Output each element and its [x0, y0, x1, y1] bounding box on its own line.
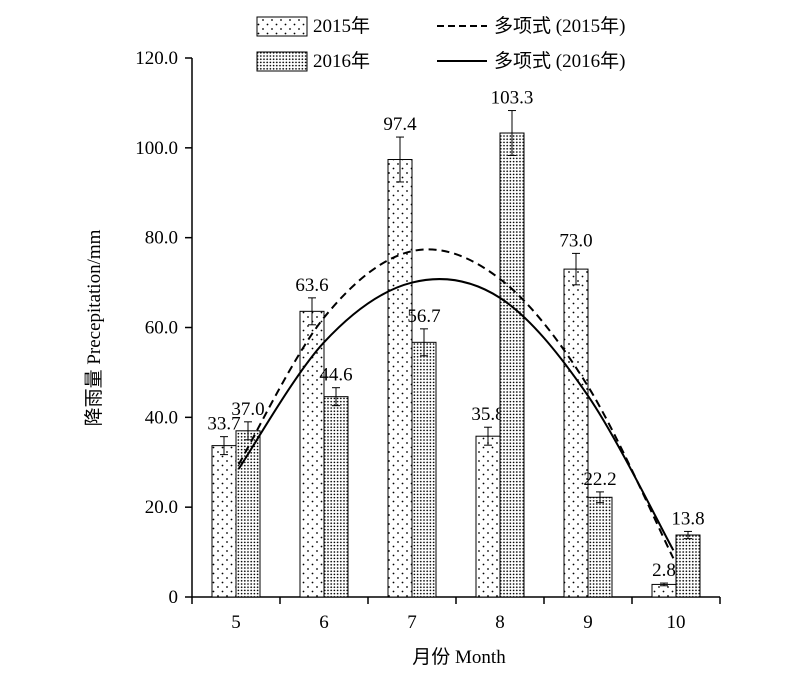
legend-label-2015: 2015年: [313, 15, 370, 37]
bar-2016: [499, 132, 525, 598]
data-label: 37.0: [231, 399, 264, 420]
legend-label-trend-2016: 多项式 (2016年): [494, 50, 625, 72]
y-tick-label: 80.0: [145, 228, 178, 249]
bar-2015: [563, 268, 589, 598]
x-tick-label: 7: [407, 612, 417, 633]
y-tick-label: 100.0: [135, 138, 178, 159]
data-label: 63.6: [295, 275, 328, 296]
data-label: 103.3: [491, 88, 534, 109]
bar-2015: [387, 159, 413, 598]
x-tick-label: 6: [319, 612, 329, 633]
bar-2016: [411, 341, 437, 598]
legend-item-trend-2016: 多项式 (2016年): [437, 50, 625, 72]
trendline-2015: [237, 248, 675, 559]
bar-2016: [675, 534, 701, 598]
data-label: 22.2: [583, 469, 616, 490]
bar-2016: [235, 430, 261, 598]
trendline-2016: [237, 278, 675, 551]
data-label: 13.8: [671, 508, 704, 529]
legend: 2015年 2016年 多项式 (2015年) 多项式 (2016年): [256, 15, 625, 72]
x-tick-label: 8: [495, 612, 505, 633]
data-label: 97.4: [383, 114, 417, 135]
data-label: 73.0: [559, 230, 592, 251]
data-label: 35.8: [471, 404, 504, 425]
plot-area: 0 20.0 40.0 60.0 80.0 100.0 120.0 5 6 7 8 9 10 33.7 63…: [135, 48, 721, 633]
x-tick-label: 9: [583, 612, 593, 633]
legend-item-trend-2015: 多项式 (2015年): [437, 15, 625, 37]
y-axis-label: 降雨量 Precepitation/mm: [83, 229, 105, 426]
y-tick-label: 120.0: [135, 48, 178, 69]
legend-item-2015: 2015年: [256, 15, 370, 37]
legend-swatch-2016: [256, 51, 308, 72]
data-label: 56.7: [407, 306, 440, 327]
data-label: 2.8: [652, 560, 676, 581]
legend-item-2016: 2016年: [256, 50, 370, 72]
bar-2016: [323, 396, 349, 598]
legend-swatch-2015: [256, 16, 308, 37]
x-tick-label: 5: [231, 612, 241, 633]
y-tick-label: 40.0: [145, 407, 178, 428]
y-tick-label: 60.0: [145, 318, 178, 339]
bar-2015: [651, 583, 677, 598]
y-tick-label: 20.0: [145, 497, 178, 518]
bar-2016: [587, 496, 613, 598]
bar-2015: [475, 435, 501, 598]
legend-label-2016: 2016年: [313, 50, 370, 72]
bar-2015: [211, 445, 237, 598]
x-tick-label: 10: [667, 612, 686, 633]
legend-label-trend-2015: 多项式 (2015年): [494, 15, 625, 37]
data-label: 33.7: [207, 414, 240, 435]
bar-2015: [299, 310, 325, 598]
x-axis-label: 月份 Month: [412, 646, 506, 668]
y-tick-label: 0: [169, 587, 179, 608]
data-label: 44.6: [319, 365, 352, 386]
